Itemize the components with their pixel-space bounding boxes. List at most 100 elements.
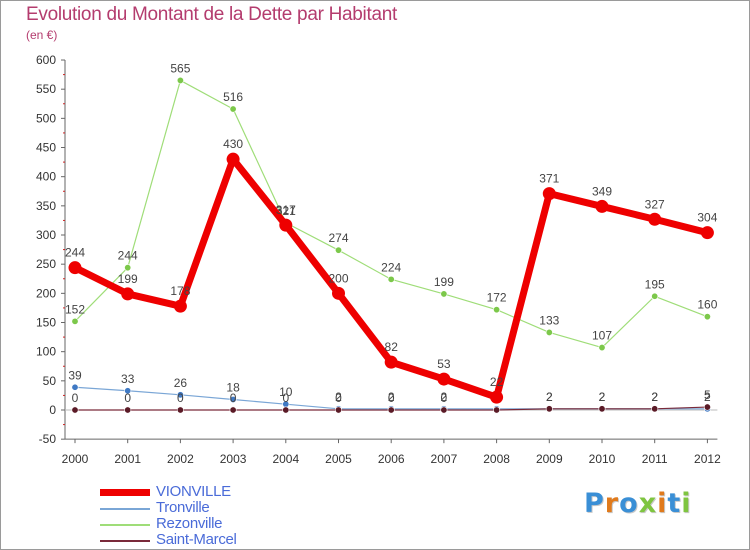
data-point-vionville <box>648 212 662 226</box>
legend-swatch-rezonville <box>100 524 150 526</box>
data-point-rezonville <box>124 264 132 272</box>
data-point-vionville <box>384 355 398 369</box>
y-tick-label: 150 <box>36 316 56 330</box>
data-point-saint-marcel <box>71 406 79 414</box>
data-label-tronville: 2 <box>599 390 606 404</box>
data-label-vionville: 200 <box>328 271 348 285</box>
data-label-saint-marcel: 2 <box>599 390 606 404</box>
data-point-tronville <box>229 396 237 404</box>
x-tick-label: 2002 <box>167 452 194 466</box>
data-label-tronville: 2 <box>441 390 448 404</box>
legend-label-vionville: VIONVILLE <box>156 483 231 500</box>
data-label-tronville: 2 <box>704 390 711 404</box>
data-label-tronville: 18 <box>226 381 240 395</box>
data-point-rezonville <box>598 344 606 352</box>
y-tick-label: 0 <box>49 403 56 417</box>
y-tick-label: 600 <box>36 53 56 67</box>
y-tick-label: 500 <box>36 111 56 125</box>
data-label-saint-marcel: 0 <box>335 391 342 405</box>
data-label-rezonville: 172 <box>487 291 507 305</box>
data-label-tronville: 33 <box>121 372 135 386</box>
data-point-vionville <box>542 187 556 201</box>
data-label-tronville: 26 <box>174 376 188 390</box>
data-point-rezonville <box>176 76 184 84</box>
data-point-saint-marcel <box>282 406 290 414</box>
legend-label-tronville: Tronville <box>156 499 210 516</box>
data-point-rezonville <box>229 105 237 113</box>
data-label-saint-marcel: 0 <box>282 391 289 405</box>
x-tick-label: 2006 <box>378 452 405 466</box>
data-label-tronville: 2 <box>651 390 658 404</box>
data-point-vionville <box>437 372 451 386</box>
data-point-saint-marcel <box>598 405 606 413</box>
proxiti-logo: Proxiti <box>584 488 692 519</box>
data-label-rezonville: 244 <box>118 249 138 263</box>
x-tick-label: 2003 <box>220 452 247 466</box>
data-point-rezonville <box>651 292 659 300</box>
x-tick-label: 2000 <box>62 452 89 466</box>
data-label-rezonville: 107 <box>592 329 612 343</box>
data-point-saint-marcel <box>703 403 711 411</box>
data-label-tronville: 2 <box>546 390 553 404</box>
y-tick-label: 450 <box>36 141 56 155</box>
data-label-rezonville: 160 <box>697 298 717 312</box>
data-label-vionville: 327 <box>645 197 665 211</box>
data-label-saint-marcel: 0 <box>230 391 237 405</box>
data-label-tronville: 2 <box>335 390 342 404</box>
x-tick-label: 2012 <box>694 452 721 466</box>
data-label-tronville: 2 <box>388 390 395 404</box>
legend-swatch-tronville <box>100 508 150 510</box>
data-label-rezonville: 565 <box>170 61 190 75</box>
data-point-vionville <box>595 199 609 213</box>
data-label-vionville: 244 <box>65 246 85 260</box>
x-tick-label: 2008 <box>483 452 510 466</box>
data-label-vionville: 349 <box>592 184 612 198</box>
data-label-vionville: 82 <box>385 340 399 354</box>
data-label-vionville: 304 <box>697 211 717 225</box>
x-tick-label: 2010 <box>589 452 616 466</box>
data-point-saint-marcel <box>229 406 237 414</box>
data-point-vionville <box>121 287 135 301</box>
data-label-saint-marcel: 0 <box>177 391 184 405</box>
legend-label-rezonville: Rezonville <box>156 515 223 532</box>
data-point-tronville <box>71 383 79 391</box>
data-point-rezonville <box>545 328 553 336</box>
y-tick-label: 100 <box>36 345 56 359</box>
y-tick-label: 350 <box>36 199 56 213</box>
data-label-vionville: 430 <box>223 137 243 151</box>
x-tick-label: 2005 <box>325 452 352 466</box>
data-point-rezonville <box>334 246 342 254</box>
data-point-vionville <box>68 261 82 275</box>
data-point-saint-marcel <box>334 406 342 414</box>
legend-swatch-saint-marcel <box>100 540 150 542</box>
data-point-saint-marcel <box>651 405 659 413</box>
data-label-vionville: 22 <box>490 375 504 389</box>
series-line-rezonville <box>74 79 709 349</box>
data-point-saint-marcel <box>545 405 553 413</box>
y-tick-label: 200 <box>36 286 56 300</box>
data-label-vionville: 317 <box>276 203 296 217</box>
legend-label-saint-marcel: Saint-Marcel <box>156 531 237 548</box>
data-point-tronville <box>124 387 132 395</box>
data-label-rezonville: 224 <box>381 260 401 274</box>
data-point-rezonville <box>387 275 395 283</box>
chart-title: Evolution du Montant de la Dette par Hab… <box>26 4 397 25</box>
data-label-saint-marcel: 2 <box>546 390 553 404</box>
chart-unit: (en €) <box>26 28 58 42</box>
data-label-vionville: 371 <box>539 172 559 186</box>
data-point-rezonville <box>440 290 448 298</box>
y-tick-label: 550 <box>36 82 56 96</box>
data-point-rezonville <box>703 313 711 321</box>
data-label-vionville: 199 <box>118 272 138 286</box>
x-tick-label: 2007 <box>431 452 458 466</box>
data-point-saint-marcel <box>124 406 132 414</box>
data-label-rezonville: 199 <box>434 275 454 289</box>
y-tick-label: 400 <box>36 170 56 184</box>
data-point-saint-marcel <box>176 406 184 414</box>
data-label-saint-marcel: 0 <box>124 391 131 405</box>
data-label-saint-marcel: 0 <box>72 391 79 405</box>
data-label-rezonville: 274 <box>328 231 348 245</box>
y-tick-label: 50 <box>43 374 57 388</box>
x-tick-label: 2001 <box>114 452 141 466</box>
data-label-saint-marcel: 0 <box>441 391 448 405</box>
